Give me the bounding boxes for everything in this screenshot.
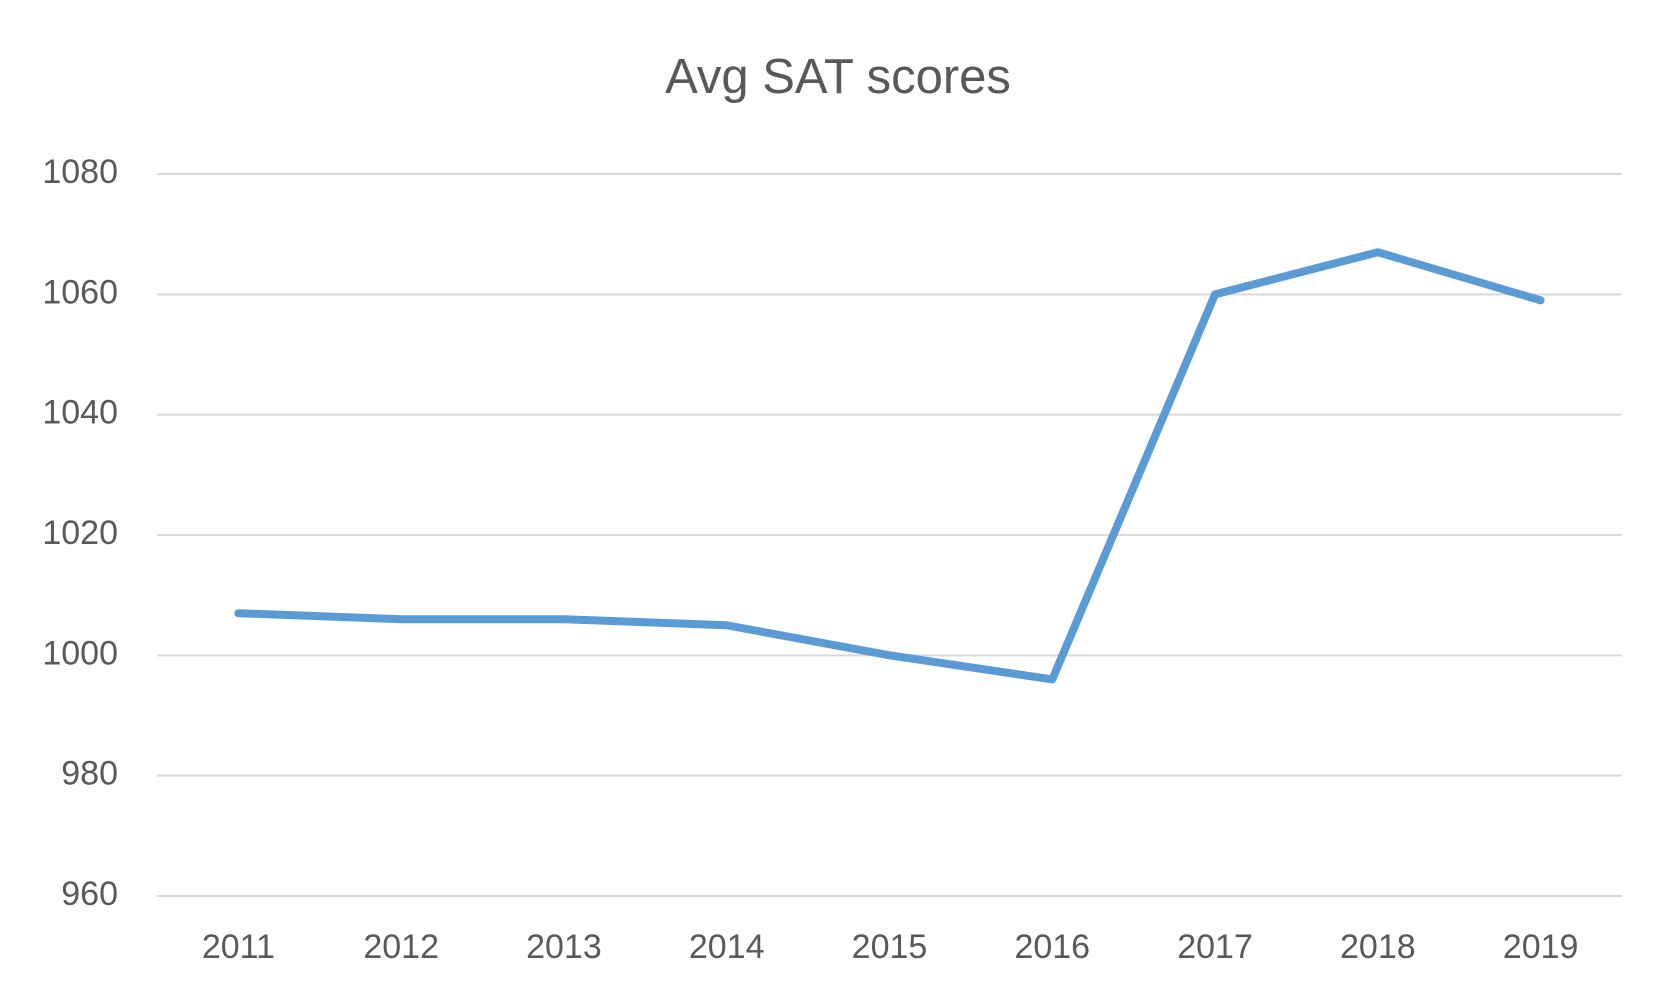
y-tick-label: 1020 [42,514,118,552]
x-tick-label: 2019 [1503,928,1579,966]
x-tick-label: 2011 [202,928,275,966]
x-tick-label: 2017 [1177,928,1253,966]
y-tick-label: 1060 [42,273,118,311]
y-tick-label: 1000 [42,634,118,672]
y-tick-label: 1040 [42,394,118,432]
x-tick-label: 2015 [852,928,928,966]
y-tick-label: 960 [61,875,118,913]
y-tick-label: 1080 [42,153,118,191]
x-tick-label: 2018 [1340,928,1416,966]
data-line [234,248,1545,684]
chart-title: Avg SAT scores [665,50,1011,104]
y-tick-label: 980 [61,755,118,793]
x-tick-label: 2014 [689,928,765,966]
x-tick-label: 2012 [363,928,439,966]
x-tick-label: 2016 [1014,928,1090,966]
x-tick-label: 2013 [526,928,602,966]
